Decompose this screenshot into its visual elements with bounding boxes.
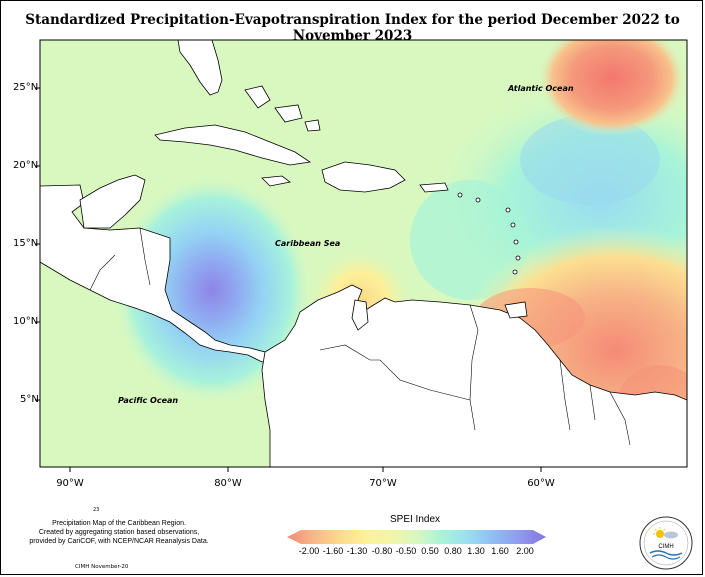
spei-field [40,40,687,467]
lon-label-60w: 60°W [527,478,555,489]
caption-line-3: provided by CariCOF, with NCEP/NCAR Rean… [29,538,209,545]
legend-tick: -2.00 [298,546,320,556]
footer-date: CIMH November-20 [75,564,129,570]
lon-label-80w: 80°W [214,478,242,489]
legend-colorbar [287,530,546,544]
caption-line-2: Created by aggregating station based obs… [38,529,200,536]
legend-tick: -0.50 [395,546,417,556]
legend-tick: 2.00 [516,546,534,556]
sun-icon [656,530,664,538]
lon-label-70w: 70°W [369,478,397,489]
map-axes [35,39,688,472]
cimh-logo: CIMH [639,516,693,570]
legend-tick: 0.80 [444,546,462,556]
lat-label-15n: 15°N [13,238,39,249]
lon-label-90w: 90°W [56,478,84,489]
page-number: 23 [93,507,100,513]
lat-label-10n: 10°N [13,316,39,327]
legend-tick: -1.30 [346,546,368,556]
legend-ticks: -2.00 -1.60 -1.30 -0.80 -0.50 0.50 0.80 … [293,546,543,558]
lat-label-25n: 25°N [13,82,39,93]
legend-tick: 1.30 [467,546,485,556]
logo-text: CIMH [658,544,673,550]
legend-tick: 0.50 [421,546,439,556]
cloud-icon [664,531,678,539]
legend-tick: 1.60 [491,546,509,556]
lat-label-20n: 20°N [13,160,39,171]
label-pacific-ocean: Pacific Ocean [118,396,179,405]
legend-title: SPEI Index [389,514,441,525]
caption-line-1: Precipitation Map of the Caribbean Regio… [52,520,186,527]
legend-tick: -1.60 [322,546,344,556]
legend-tick: -0.80 [371,546,393,556]
lat-label-5n: 5°N [20,394,39,405]
wave-icon [649,550,683,556]
caption: Precipitation Map of the Caribbean Regio… [14,519,224,546]
label-atlantic-ocean: Atlantic Ocean [508,84,574,93]
label-caribbean-sea: Caribbean Sea [275,239,341,248]
